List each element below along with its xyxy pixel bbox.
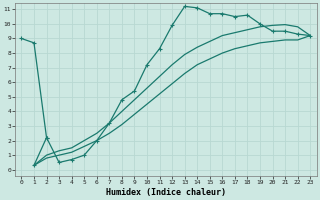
X-axis label: Humidex (Indice chaleur): Humidex (Indice chaleur) bbox=[106, 188, 226, 197]
